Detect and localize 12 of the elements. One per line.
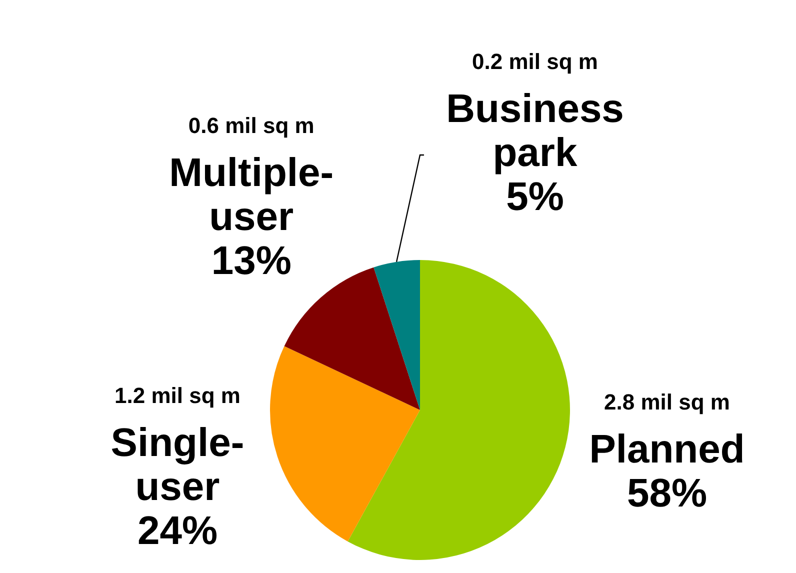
- slice-label: Planned: [589, 427, 745, 472]
- slice-label: Multiple-user: [169, 150, 334, 239]
- slice-label: Business park: [446, 87, 624, 176]
- text: 2.8 mil sq m: [604, 389, 730, 414]
- data-label: 24%: [137, 508, 218, 553]
- text: 1.2 mil sq m: [114, 382, 240, 408]
- text: 0.2 mil sq m: [472, 49, 598, 74]
- data-label: 58%: [626, 471, 708, 516]
- slice-label: Single-user: [110, 420, 244, 509]
- data-label: 5%: [506, 175, 564, 220]
- text: 0.6 mil sq m: [188, 112, 314, 138]
- data-label: 13%: [211, 238, 292, 283]
